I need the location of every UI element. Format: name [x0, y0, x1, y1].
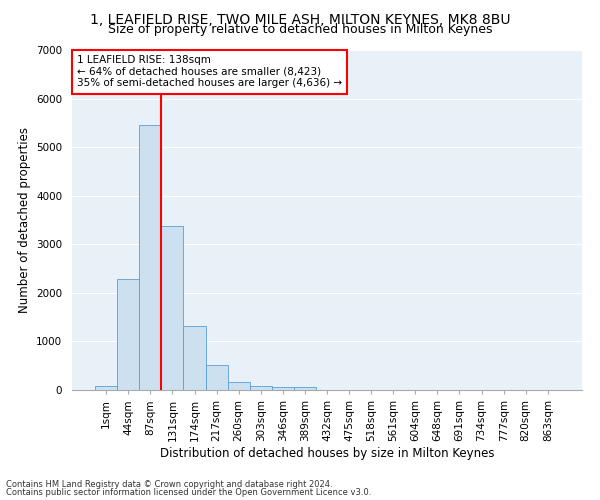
Text: 1 LEAFIELD RISE: 138sqm
← 64% of detached houses are smaller (8,423)
35% of semi: 1 LEAFIELD RISE: 138sqm ← 64% of detache…: [77, 55, 342, 88]
Bar: [139, 125, 161, 390]
Bar: [206, 365, 227, 390]
Bar: [227, 382, 250, 390]
Bar: [161, 226, 184, 390]
Text: Size of property relative to detached houses in Milton Keynes: Size of property relative to detached ho…: [108, 22, 492, 36]
Bar: [272, 386, 294, 390]
Bar: [250, 386, 272, 390]
Text: Contains HM Land Registry data © Crown copyright and database right 2024.: Contains HM Land Registry data © Crown c…: [6, 480, 332, 489]
Y-axis label: Number of detached properties: Number of detached properties: [17, 127, 31, 313]
Text: Contains public sector information licensed under the Open Government Licence v3: Contains public sector information licen…: [6, 488, 371, 497]
Text: 1, LEAFIELD RISE, TWO MILE ASH, MILTON KEYNES, MK8 8BU: 1, LEAFIELD RISE, TWO MILE ASH, MILTON K…: [90, 12, 510, 26]
Bar: [95, 386, 117, 390]
Bar: [294, 388, 316, 390]
Bar: [117, 280, 139, 390]
X-axis label: Distribution of detached houses by size in Milton Keynes: Distribution of detached houses by size …: [160, 446, 494, 460]
Bar: [184, 326, 206, 390]
